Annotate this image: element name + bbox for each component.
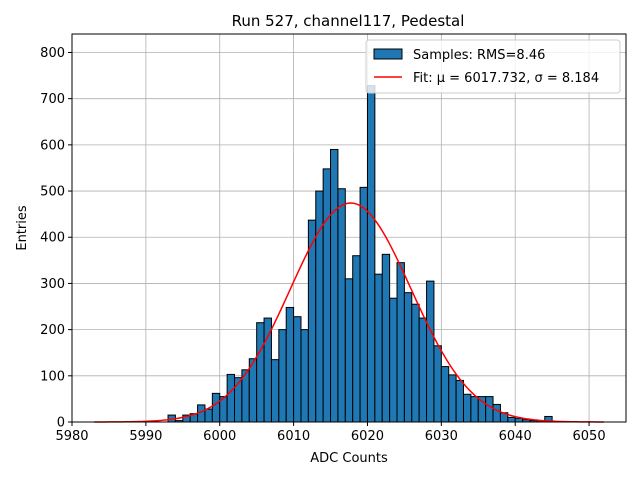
y-tick-label: 500	[40, 185, 65, 200]
histogram-bar	[256, 322, 265, 423]
histogram-bar	[507, 416, 516, 423]
histogram-bar	[381, 253, 391, 423]
histogram-bar	[462, 393, 472, 423]
histogram-bar	[359, 186, 368, 423]
histogram-bar	[270, 359, 280, 423]
histogram-bar	[389, 297, 398, 423]
histogram-bar	[514, 417, 524, 423]
fit-curve-layer	[94, 202, 604, 423]
histogram-bars	[167, 85, 553, 423]
histogram-bar	[426, 280, 435, 423]
histogram-bar	[285, 306, 295, 423]
histogram-bar	[204, 408, 213, 423]
histogram-bar	[411, 303, 420, 423]
histogram-bar	[226, 373, 236, 423]
x-tick-label: 6040	[499, 429, 532, 444]
histogram-bar	[248, 358, 258, 423]
legend: Samples: RMS=8.46 Fit: μ = 6017.732, σ =…	[365, 39, 621, 94]
histogram-bar	[433, 345, 442, 423]
chart-title: Run 527, channel117, Pedestal	[232, 12, 465, 30]
x-tick-label: 6010	[277, 429, 310, 444]
histogram-bar	[300, 329, 309, 423]
y-axis-title: Entries	[15, 205, 30, 251]
x-axis-title: ADC Counts	[310, 451, 388, 466]
histogram-bar	[322, 168, 332, 423]
y-tick-label: 100	[40, 369, 65, 384]
x-tick-label: 6050	[573, 429, 606, 444]
histogram-bar	[278, 329, 287, 423]
legend-swatch-histogram	[373, 48, 403, 60]
histogram-bar	[485, 396, 494, 423]
histogram-bar	[418, 317, 428, 423]
histogram-bar	[366, 85, 376, 423]
y-tick-label: 800	[40, 46, 65, 61]
legend-box	[365, 39, 621, 94]
fit-curve	[94, 202, 604, 423]
y-tick-label: 700	[40, 92, 65, 107]
x-tick-label: 5990	[129, 429, 162, 444]
histogram-bar	[293, 316, 302, 423]
histogram-bar	[396, 262, 405, 423]
legend-label-fit: Fit: μ = 6017.732, σ = 8.184	[413, 71, 599, 86]
histogram-bar	[344, 278, 354, 423]
histogram-bar	[403, 292, 413, 423]
y-tick-label: 200	[40, 323, 65, 338]
y-tick-label: 600	[40, 138, 65, 153]
histogram-bar	[455, 379, 464, 423]
y-tick-label: 0	[57, 416, 65, 431]
histogram-bar	[492, 403, 501, 423]
histogram-bar	[440, 366, 450, 423]
histogram-bar	[374, 273, 383, 423]
histogram-bar	[330, 148, 339, 423]
histogram-bar	[448, 374, 457, 423]
y-tick-label: 300	[40, 277, 65, 292]
x-tick-label: 6000	[203, 429, 236, 444]
legend-label-histogram: Samples: RMS=8.46	[413, 48, 545, 63]
x-axis-ticks: 5980 5990 6000 6010 6020 6030 6040 6050	[55, 422, 606, 444]
histogram-bar	[211, 392, 221, 423]
histogram-bar	[352, 255, 361, 423]
histogram-bar	[470, 396, 479, 423]
histogram-bar	[337, 188, 346, 423]
y-tick-label: 400	[40, 231, 65, 246]
histogram-bar	[263, 317, 272, 423]
y-axis-ticks: 0 100 200 300 400 500 600 700 800	[40, 46, 72, 431]
x-tick-label: 5980	[55, 429, 88, 444]
histogram-bar	[307, 219, 317, 423]
x-tick-label: 6030	[425, 429, 458, 444]
plot-area-frame	[71, 33, 627, 423]
x-tick-label: 6020	[351, 429, 384, 444]
